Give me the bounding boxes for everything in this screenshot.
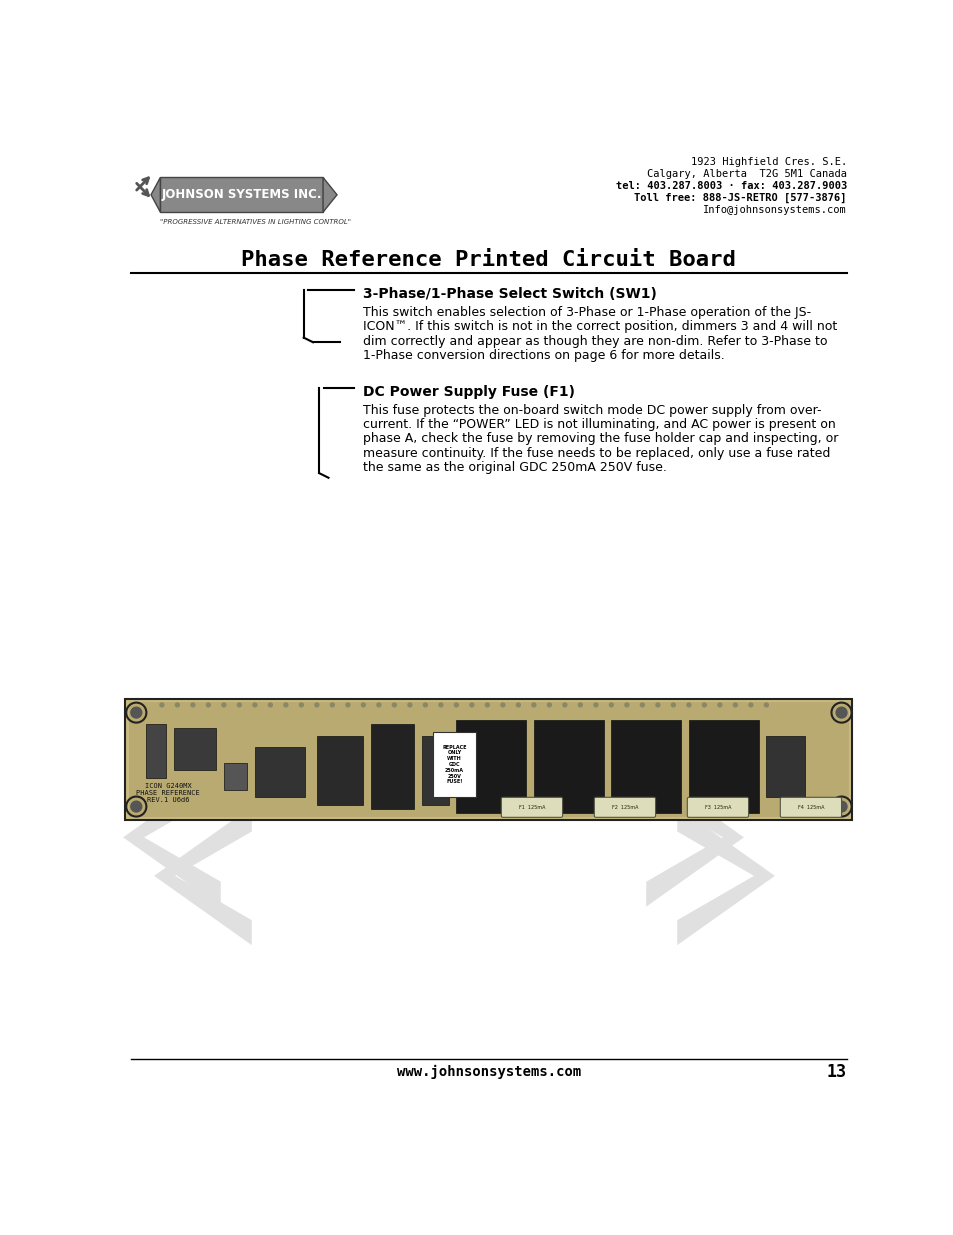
Circle shape xyxy=(686,703,690,706)
Circle shape xyxy=(376,703,380,706)
Circle shape xyxy=(253,703,256,706)
Circle shape xyxy=(361,703,365,706)
Text: DC Power Supply Fuse (F1): DC Power Supply Fuse (F1) xyxy=(363,384,575,399)
Circle shape xyxy=(516,703,519,706)
Text: Calgary, Alberta  T2G 5M1 Canada: Calgary, Alberta T2G 5M1 Canada xyxy=(646,169,846,179)
Text: F3  125mA: F3 125mA xyxy=(704,805,730,810)
FancyBboxPatch shape xyxy=(686,798,748,818)
Text: This fuse protects the on-board switch mode DC power supply from over-: This fuse protects the on-board switch m… xyxy=(363,404,821,417)
Circle shape xyxy=(835,802,846,811)
Circle shape xyxy=(206,703,210,706)
Circle shape xyxy=(671,703,675,706)
Circle shape xyxy=(485,703,489,706)
FancyBboxPatch shape xyxy=(421,736,448,805)
Circle shape xyxy=(562,703,566,706)
Circle shape xyxy=(175,703,179,706)
Text: phase A, check the fuse by removing the fuse holder cap and inspecting, or: phase A, check the fuse by removing the … xyxy=(363,432,838,446)
FancyBboxPatch shape xyxy=(146,724,166,778)
Text: REPLACE
ONLY
WITH
GDC
250mA
250V
FUSE!: REPLACE ONLY WITH GDC 250mA 250V FUSE! xyxy=(442,745,466,784)
FancyBboxPatch shape xyxy=(125,699,852,820)
Circle shape xyxy=(284,703,288,706)
FancyBboxPatch shape xyxy=(780,798,841,818)
Circle shape xyxy=(454,703,457,706)
Circle shape xyxy=(763,703,767,706)
Circle shape xyxy=(656,703,659,706)
Circle shape xyxy=(609,703,613,706)
Circle shape xyxy=(500,703,504,706)
Circle shape xyxy=(268,703,272,706)
Circle shape xyxy=(733,703,737,706)
Circle shape xyxy=(578,703,581,706)
Text: 1923 Highfield Cres. S.E.: 1923 Highfield Cres. S.E. xyxy=(690,157,846,168)
Text: dim correctly and appear as though they are non-dim. Refer to 3-Phase to: dim correctly and appear as though they … xyxy=(363,335,827,347)
Text: "PROGRESSIVE ALTERNATIVES IN LIGHTING CONTROL": "PROGRESSIVE ALTERNATIVES IN LIGHTING CO… xyxy=(160,219,351,225)
Circle shape xyxy=(438,703,442,706)
Text: ICON™. If this switch is not in the correct position, dimmers 3 and 4 will not: ICON™. If this switch is not in the corr… xyxy=(363,320,837,333)
Circle shape xyxy=(160,703,164,706)
Text: F4  125mA: F4 125mA xyxy=(797,805,823,810)
FancyBboxPatch shape xyxy=(316,736,363,805)
Text: Phase Reference Printed Circuit Board: Phase Reference Printed Circuit Board xyxy=(241,249,736,269)
Text: F2  125mA: F2 125mA xyxy=(611,805,638,810)
Text: Toll free: 888-JS-RETRO [577-3876]: Toll free: 888-JS-RETRO [577-3876] xyxy=(634,193,846,204)
Text: Info@johnsonsystems.com: Info@johnsonsystems.com xyxy=(702,205,846,215)
Circle shape xyxy=(639,703,643,706)
FancyBboxPatch shape xyxy=(688,720,758,813)
Polygon shape xyxy=(677,806,774,945)
Polygon shape xyxy=(154,806,252,945)
Circle shape xyxy=(392,703,395,706)
FancyBboxPatch shape xyxy=(129,701,848,818)
Text: measure continuity. If the fuse needs to be replaced, only use a fuse rated: measure continuity. If the fuse needs to… xyxy=(363,447,830,459)
FancyBboxPatch shape xyxy=(371,724,414,809)
Text: 1-Phase conversion directions on page 6 for more details.: 1-Phase conversion directions on page 6 … xyxy=(363,348,724,362)
Circle shape xyxy=(594,703,598,706)
FancyBboxPatch shape xyxy=(594,798,655,818)
Text: F1  125mA: F1 125mA xyxy=(518,805,544,810)
Circle shape xyxy=(237,703,241,706)
Circle shape xyxy=(532,703,536,706)
Circle shape xyxy=(624,703,628,706)
FancyBboxPatch shape xyxy=(224,763,247,789)
Circle shape xyxy=(222,703,226,706)
Circle shape xyxy=(131,708,142,718)
FancyBboxPatch shape xyxy=(254,747,305,798)
FancyBboxPatch shape xyxy=(456,720,525,813)
Polygon shape xyxy=(123,768,220,906)
FancyBboxPatch shape xyxy=(160,178,323,212)
Circle shape xyxy=(835,708,846,718)
Circle shape xyxy=(330,703,334,706)
Text: current. If the “POWER” LED is not illuminating, and AC power is present on: current. If the “POWER” LED is not illum… xyxy=(363,419,835,431)
Circle shape xyxy=(191,703,194,706)
Circle shape xyxy=(547,703,551,706)
FancyBboxPatch shape xyxy=(433,732,476,798)
FancyBboxPatch shape xyxy=(534,720,603,813)
Text: 13: 13 xyxy=(826,1063,846,1081)
FancyBboxPatch shape xyxy=(173,727,216,771)
Circle shape xyxy=(748,703,752,706)
FancyBboxPatch shape xyxy=(500,798,562,818)
Text: 3-Phase/1-Phase Select Switch (SW1): 3-Phase/1-Phase Select Switch (SW1) xyxy=(363,287,657,301)
Text: www.johnsonsystems.com: www.johnsonsystems.com xyxy=(396,1065,580,1079)
FancyBboxPatch shape xyxy=(765,736,804,798)
Text: tel: 403.287.8003 · fax: 403.287.9003: tel: 403.287.8003 · fax: 403.287.9003 xyxy=(615,182,846,191)
Circle shape xyxy=(408,703,412,706)
Text: This switch enables selection of 3-Phase or 1-Phase operation of the JS-: This switch enables selection of 3-Phase… xyxy=(363,306,811,319)
Polygon shape xyxy=(323,178,336,212)
Text: ICON G240MX
PHASE REFERENCE
REV.1 U6d6: ICON G240MX PHASE REFERENCE REV.1 U6d6 xyxy=(136,783,200,804)
Circle shape xyxy=(718,703,721,706)
Circle shape xyxy=(701,703,705,706)
Text: JOHNSON SYSTEMS INC.: JOHNSON SYSTEMS INC. xyxy=(161,188,321,201)
Polygon shape xyxy=(645,768,743,906)
Circle shape xyxy=(299,703,303,706)
Circle shape xyxy=(423,703,427,706)
Circle shape xyxy=(131,802,142,811)
Text: the same as the original GDC 250mA 250V fuse.: the same as the original GDC 250mA 250V … xyxy=(363,461,666,474)
FancyBboxPatch shape xyxy=(611,720,680,813)
Circle shape xyxy=(346,703,350,706)
Circle shape xyxy=(470,703,474,706)
Polygon shape xyxy=(151,178,160,212)
Circle shape xyxy=(314,703,318,706)
